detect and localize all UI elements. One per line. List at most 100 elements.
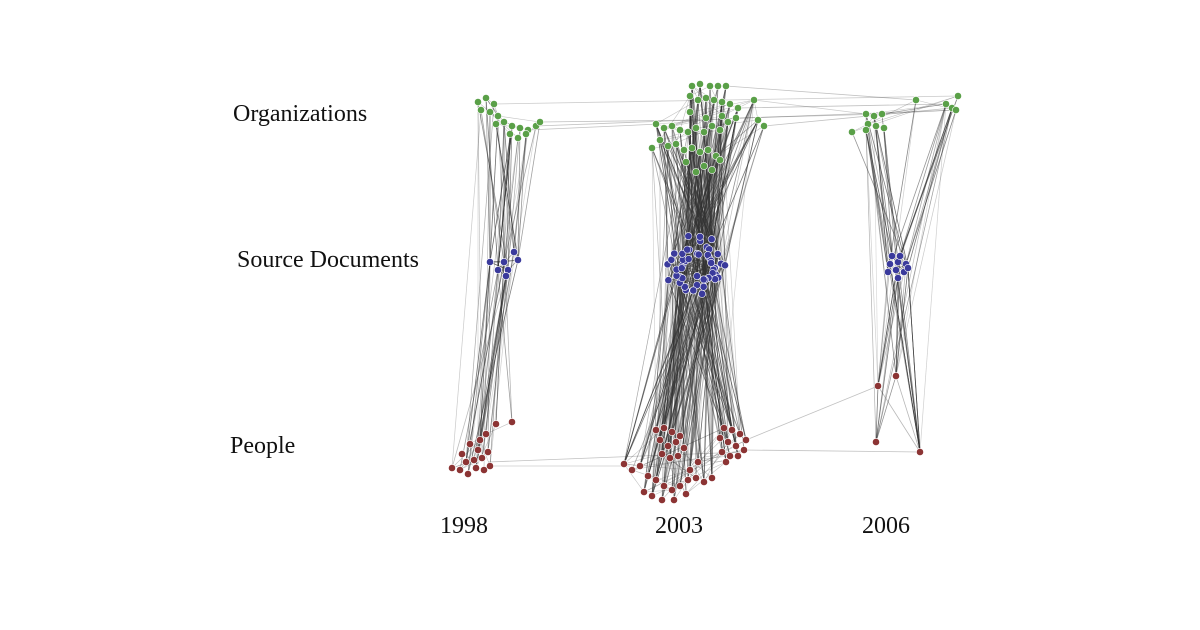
organization-node [750,96,758,104]
network-edge [651,145,669,497]
network-edge [485,97,491,263]
organization-node [760,122,768,130]
network-edge [713,107,739,270]
network-edge [495,123,519,261]
organization-node [708,122,716,130]
network-edge [655,99,699,125]
network-edge [639,274,717,467]
network-edge [873,115,891,265]
network-edge [661,147,693,501]
person-node [470,456,478,464]
network-edge [465,103,495,463]
organization-node [716,156,724,164]
person-node [658,450,666,458]
source-document-node [904,264,912,272]
network-edge [719,121,729,161]
network-edge [867,123,897,377]
organization-node [878,110,886,118]
person-node [658,496,666,504]
network-edge [651,147,675,501]
source-document-node [510,248,518,256]
network-edge [659,169,713,441]
organization-node [704,146,712,154]
network-edge [480,109,507,277]
network-edge [689,277,709,471]
network-edge [699,83,707,119]
network-edge [673,99,755,501]
source-document-node [711,275,719,284]
organization-node [700,162,708,170]
network-edge [895,267,909,377]
network-edge [639,429,657,467]
source-document-node [707,259,716,267]
network-edge [681,248,710,269]
network-edge [875,375,897,443]
network-edge [695,129,721,479]
network-edge [639,127,697,467]
person-node [668,486,676,494]
organization-node [676,126,684,134]
network-edge [623,463,691,471]
network-edge [720,263,745,451]
organization-node [942,100,950,108]
source-document-node [664,276,673,285]
network-edge [497,125,513,271]
source-document-node [892,266,900,274]
network-edge [717,125,765,278]
network-edge [877,261,899,387]
network-edge [483,111,491,471]
person-node [628,466,636,474]
network-edge [671,161,687,491]
source-document-node [514,256,522,264]
network-edge [873,115,879,387]
network-edge [479,261,491,441]
network-edge [475,129,529,469]
source-document-node [684,255,693,263]
organization-node [664,142,672,150]
organization-node [482,94,490,102]
network-edge [685,159,721,495]
network-edge [477,101,483,459]
network-edge [475,261,491,469]
network-edge [497,121,505,271]
source-document-node [888,252,896,260]
person-node [700,478,708,486]
network-edge [743,449,921,453]
network-edge [493,95,959,105]
network-edge [487,269,509,453]
network-edge [899,103,947,257]
network-edge [895,375,921,453]
person-node [676,432,684,440]
network-edge [659,95,691,141]
network-edge [691,147,697,479]
organization-node [954,92,962,100]
person-node [736,430,744,438]
year-label-2003: 2003 [655,513,703,539]
network-edge [647,475,673,491]
network-edge [623,427,665,465]
source-document-node [713,250,722,258]
network-edge [897,261,921,453]
network-edge [763,107,953,127]
network-edge [639,455,731,467]
network-edge [737,103,947,109]
organization-node [710,96,718,104]
organization-node [700,128,708,136]
network-edge [643,280,669,493]
source-document-node [670,249,679,258]
person-node [692,474,700,482]
organization-node [696,148,704,156]
person-node [482,430,490,438]
organization-node [682,158,690,166]
source-document-node [884,268,892,276]
network-edge [459,457,483,471]
network-edge [513,133,527,253]
row-label-people: People [230,433,296,459]
person-node [640,488,648,496]
network-edge [717,115,723,255]
network-edge [451,109,482,469]
network-edge [631,427,725,471]
network-edge [703,279,721,439]
network-edge [623,275,677,465]
organization-node [716,126,724,134]
